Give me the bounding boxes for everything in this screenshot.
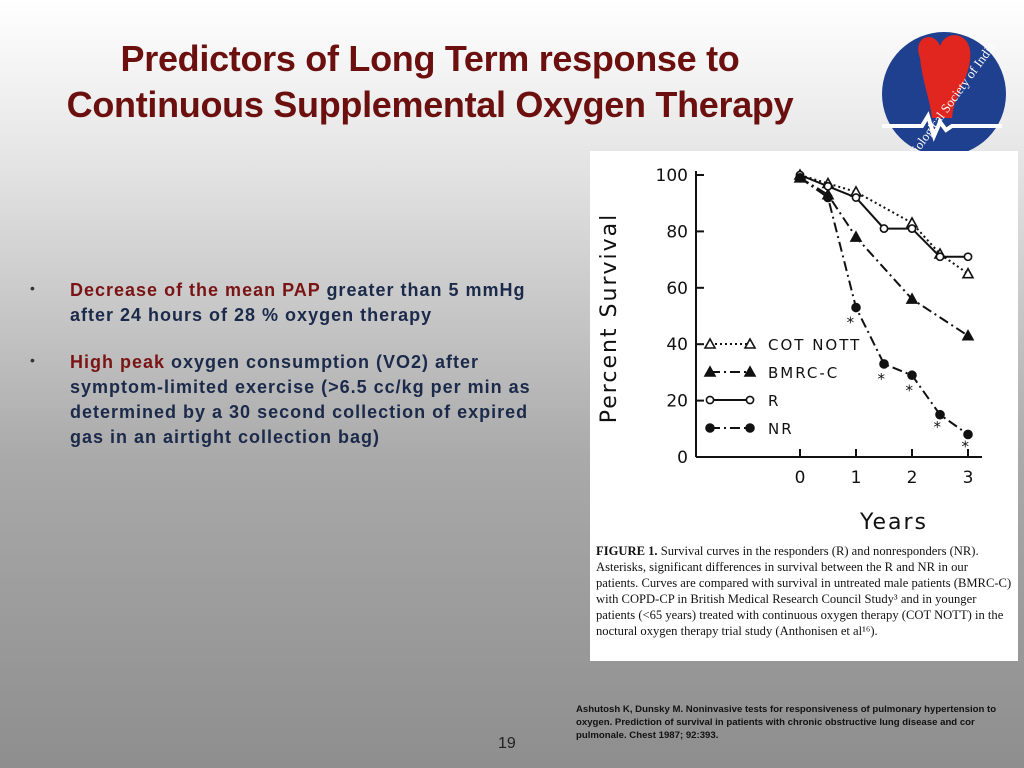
significance-asterisk: * (961, 438, 969, 456)
bullet-marker: • (30, 280, 36, 296)
data-point (851, 193, 861, 202)
bullet-text: greater than 5 mmHg after 24 hours of 28… (70, 280, 526, 325)
x-tick-label: 1 (851, 468, 862, 488)
society-logo: Cardiological Society of India (882, 32, 1006, 158)
x-tick-label: 0 (795, 468, 806, 488)
series-line (799, 177, 969, 436)
x-tick-label: 2 (907, 468, 918, 488)
legend-label: BMRC-C (768, 364, 839, 382)
data-point (907, 370, 917, 381)
data-point (879, 224, 889, 233)
y-tick-label: 80 (666, 222, 688, 242)
page-number: 19 (498, 735, 516, 752)
data-point (823, 192, 833, 203)
legend-marker (745, 423, 755, 433)
y-tick-label: 0 (677, 448, 688, 468)
data-point (823, 181, 833, 191)
x-tick-label: 3 (963, 468, 974, 488)
data-point (963, 252, 973, 262)
data-point (935, 252, 945, 262)
data-point (879, 359, 889, 369)
slide-title: Predictors of Long Term response to Cont… (0, 36, 860, 128)
bullet-text: oxygen consumption (VO2) after symptom-l… (70, 352, 531, 447)
y-tick-label: 100 (656, 166, 688, 186)
bullet-highlight: Decrease of the mean PAP (70, 280, 321, 300)
significance-asterisk: * (847, 314, 855, 332)
legend-marker (743, 337, 757, 349)
data-point (795, 173, 805, 183)
bullet-highlight: High peak (70, 352, 166, 372)
data-point (961, 267, 975, 279)
legend-label: NR (768, 420, 794, 438)
bullet-item: • Decrease of the mean PAP greater than … (30, 278, 560, 328)
legend-marker (703, 365, 717, 377)
survival-chart: 0 20 40 60 80 100 0 1 2 3 Years Percent Survival * * *… (597, 166, 982, 535)
data-point (961, 329, 975, 341)
survival-figure: 0 20 40 60 80 100 0 1 2 3 Years Percent Survival * * *… (590, 151, 1018, 661)
significance-asterisk: * (905, 381, 913, 399)
legend-label: R (768, 392, 780, 410)
bullet-marker: • (30, 352, 36, 368)
legend-marker (705, 423, 715, 433)
caption-text: Survival curves in the responders (R) an… (596, 544, 1012, 638)
caption-label: FIGURE 1. (596, 544, 658, 558)
legend-marker (743, 365, 757, 377)
slide-title-line1: Predictors of Long Term response to (120, 38, 740, 79)
reference-text: Ashutosh K, Dunsky M. Noninvasive tests … (576, 704, 997, 741)
legend-marker (705, 395, 715, 405)
legend-marker (703, 337, 717, 349)
data-point (963, 429, 973, 440)
bullet-list: • Decrease of the mean PAP greater than … (30, 278, 560, 472)
x-axis-label: Years (859, 510, 928, 535)
bullet-item: • High peak oxygen consumption (VO2) aft… (30, 350, 560, 450)
data-point (935, 409, 945, 420)
y-tick-label: 20 (666, 392, 688, 412)
y-axis-label: Percent Survival (597, 213, 622, 423)
significance-asterisk: * (877, 370, 885, 388)
slide-title-line2: Continuous Supplemental Oxygen Therapy (66, 84, 794, 125)
data-point (905, 292, 919, 304)
data-point (851, 302, 861, 313)
data-point (849, 230, 863, 242)
legend-marker (745, 395, 755, 405)
figure-caption: FIGURE 1. Survival curves in the respond… (596, 543, 1012, 639)
y-tick-label: 40 (666, 335, 688, 355)
y-tick-label: 60 (666, 279, 688, 299)
data-point (907, 224, 917, 233)
legend-label: COT NOTT (768, 336, 861, 354)
significance-asterisk: * (933, 418, 941, 436)
